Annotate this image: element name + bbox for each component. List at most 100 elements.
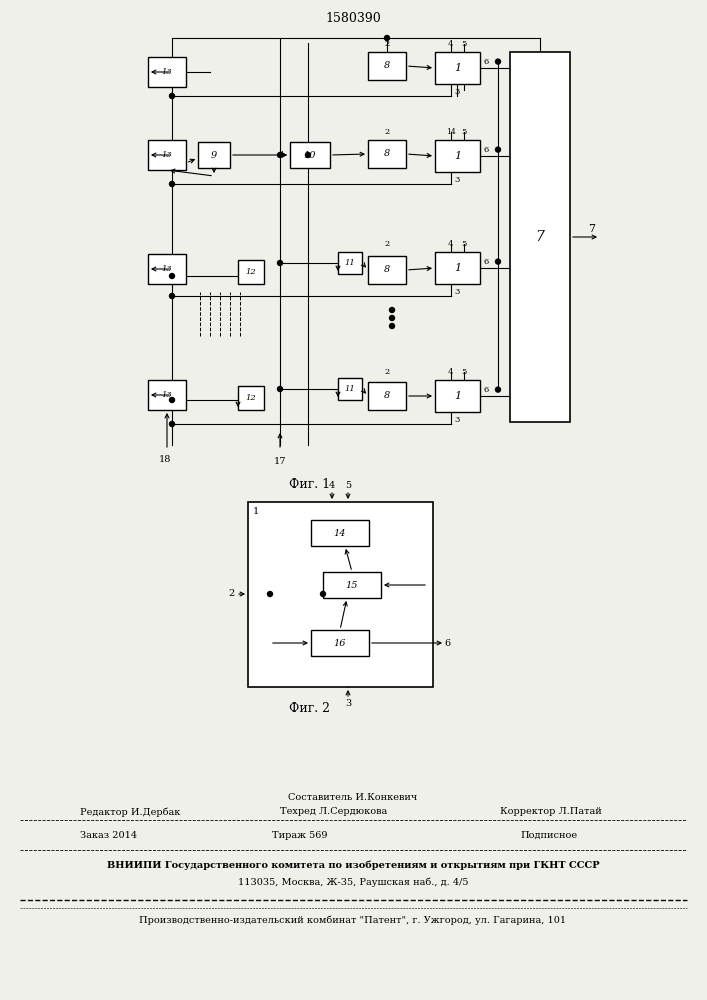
Text: 13: 13 bbox=[162, 265, 173, 273]
Text: 11: 11 bbox=[344, 259, 356, 267]
Bar bbox=[435, 252, 480, 284]
Text: 4: 4 bbox=[448, 368, 453, 376]
Text: 4: 4 bbox=[329, 482, 335, 490]
Text: 8: 8 bbox=[384, 391, 390, 400]
Bar bbox=[435, 380, 480, 412]
Bar bbox=[238, 386, 264, 410]
Text: Фиг. 2: Фиг. 2 bbox=[289, 702, 330, 716]
Text: 12: 12 bbox=[245, 394, 257, 402]
Text: 3: 3 bbox=[455, 288, 460, 296]
Text: 14: 14 bbox=[334, 528, 346, 538]
Text: 5: 5 bbox=[462, 128, 467, 136]
Circle shape bbox=[320, 591, 325, 596]
Text: 2: 2 bbox=[385, 240, 390, 248]
Text: 2: 2 bbox=[385, 128, 390, 136]
Text: 15: 15 bbox=[346, 580, 358, 589]
Text: 5: 5 bbox=[462, 368, 467, 376]
Text: 8: 8 bbox=[384, 265, 390, 274]
Text: 11: 11 bbox=[344, 385, 356, 393]
Text: 18: 18 bbox=[159, 456, 171, 464]
Text: Корректор Л.Патай: Корректор Л.Патай bbox=[500, 808, 602, 816]
Text: 10: 10 bbox=[304, 150, 316, 159]
Text: 2: 2 bbox=[385, 368, 390, 376]
Text: 7: 7 bbox=[588, 224, 595, 234]
Bar bbox=[368, 382, 406, 410]
Bar bbox=[148, 254, 186, 284]
Text: 1580390: 1580390 bbox=[325, 11, 381, 24]
Circle shape bbox=[305, 152, 310, 157]
Circle shape bbox=[390, 324, 395, 328]
Text: 6: 6 bbox=[484, 258, 489, 266]
Text: 1: 1 bbox=[454, 151, 461, 161]
Bar bbox=[311, 520, 369, 546]
Bar bbox=[148, 57, 186, 87]
Text: 2: 2 bbox=[229, 589, 235, 598]
Text: 13: 13 bbox=[162, 151, 173, 159]
Text: 8: 8 bbox=[384, 62, 390, 70]
Text: 3: 3 bbox=[455, 416, 460, 424]
Circle shape bbox=[278, 152, 283, 157]
Text: Составитель И.Конкевич: Составитель И.Конкевич bbox=[288, 794, 418, 802]
Text: 5: 5 bbox=[462, 240, 467, 248]
Bar bbox=[368, 256, 406, 284]
Circle shape bbox=[278, 386, 283, 391]
Bar bbox=[338, 252, 362, 274]
Text: 5: 5 bbox=[345, 482, 351, 490]
Bar bbox=[238, 260, 264, 284]
Text: 12: 12 bbox=[245, 268, 257, 276]
Text: 1: 1 bbox=[253, 508, 259, 516]
Text: 6: 6 bbox=[444, 639, 450, 648]
Text: 13: 13 bbox=[162, 68, 173, 76]
Text: 16: 16 bbox=[334, 639, 346, 648]
Circle shape bbox=[385, 35, 390, 40]
Text: 3: 3 bbox=[455, 176, 460, 184]
Bar bbox=[435, 140, 480, 172]
Circle shape bbox=[170, 94, 175, 99]
Text: 6: 6 bbox=[484, 146, 489, 154]
Text: 3: 3 bbox=[345, 698, 351, 708]
Text: 4: 4 bbox=[448, 40, 453, 48]
Circle shape bbox=[170, 294, 175, 298]
Text: 14: 14 bbox=[446, 128, 455, 136]
Text: Тираж 569: Тираж 569 bbox=[272, 830, 328, 840]
Text: 1: 1 bbox=[454, 263, 461, 273]
Text: 3: 3 bbox=[455, 88, 460, 96]
Bar bbox=[248, 502, 433, 687]
Text: Фиг. 1: Фиг. 1 bbox=[289, 478, 331, 490]
Bar bbox=[368, 140, 406, 168]
Bar bbox=[198, 142, 230, 168]
Circle shape bbox=[390, 308, 395, 312]
Circle shape bbox=[496, 59, 501, 64]
Bar bbox=[311, 630, 369, 656]
Text: 7: 7 bbox=[536, 230, 544, 244]
Text: 13: 13 bbox=[162, 391, 173, 399]
Circle shape bbox=[390, 316, 395, 320]
Circle shape bbox=[278, 260, 283, 265]
Text: Производственно-издательский комбинат "Патент", г. Ужгород, ул. Гагарина, 101: Производственно-издательский комбинат "П… bbox=[139, 915, 566, 925]
Text: 9: 9 bbox=[211, 150, 217, 159]
Bar bbox=[510, 52, 570, 422]
Circle shape bbox=[267, 591, 272, 596]
Text: 4: 4 bbox=[279, 151, 284, 159]
Bar bbox=[148, 140, 186, 170]
Text: 1: 1 bbox=[454, 391, 461, 401]
Text: 4: 4 bbox=[448, 240, 453, 248]
Text: 5: 5 bbox=[462, 40, 467, 48]
Circle shape bbox=[496, 387, 501, 392]
Bar bbox=[435, 52, 480, 84]
Bar bbox=[148, 380, 186, 410]
Text: Подписное: Подписное bbox=[520, 830, 577, 840]
Bar bbox=[368, 52, 406, 80]
Text: Редактор И.Дербак: Редактор И.Дербак bbox=[80, 807, 180, 817]
Text: 6: 6 bbox=[484, 386, 489, 394]
Bar bbox=[338, 378, 362, 400]
Circle shape bbox=[170, 397, 175, 402]
Text: 1: 1 bbox=[454, 63, 461, 73]
Text: 6: 6 bbox=[484, 58, 489, 66]
Text: 8: 8 bbox=[384, 149, 390, 158]
Circle shape bbox=[496, 259, 501, 264]
Bar bbox=[323, 572, 381, 598]
Text: 17: 17 bbox=[274, 458, 286, 466]
Text: 113035, Москва, Ж-35, Раушская наб., д. 4/5: 113035, Москва, Ж-35, Раушская наб., д. … bbox=[238, 877, 468, 887]
Text: Техред Л.Сердюкова: Техред Л.Сердюкова bbox=[280, 808, 387, 816]
